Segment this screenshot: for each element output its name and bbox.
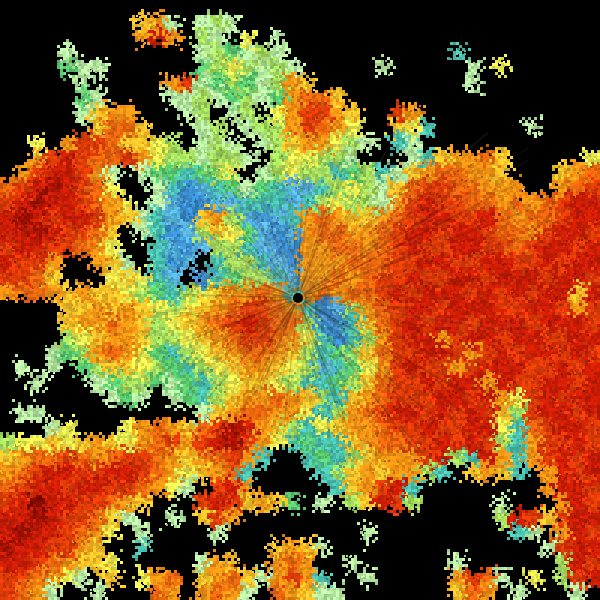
radar-reflectivity-canvas xyxy=(0,0,600,600)
radar-display: heatmap xyxy=(0,0,600,600)
